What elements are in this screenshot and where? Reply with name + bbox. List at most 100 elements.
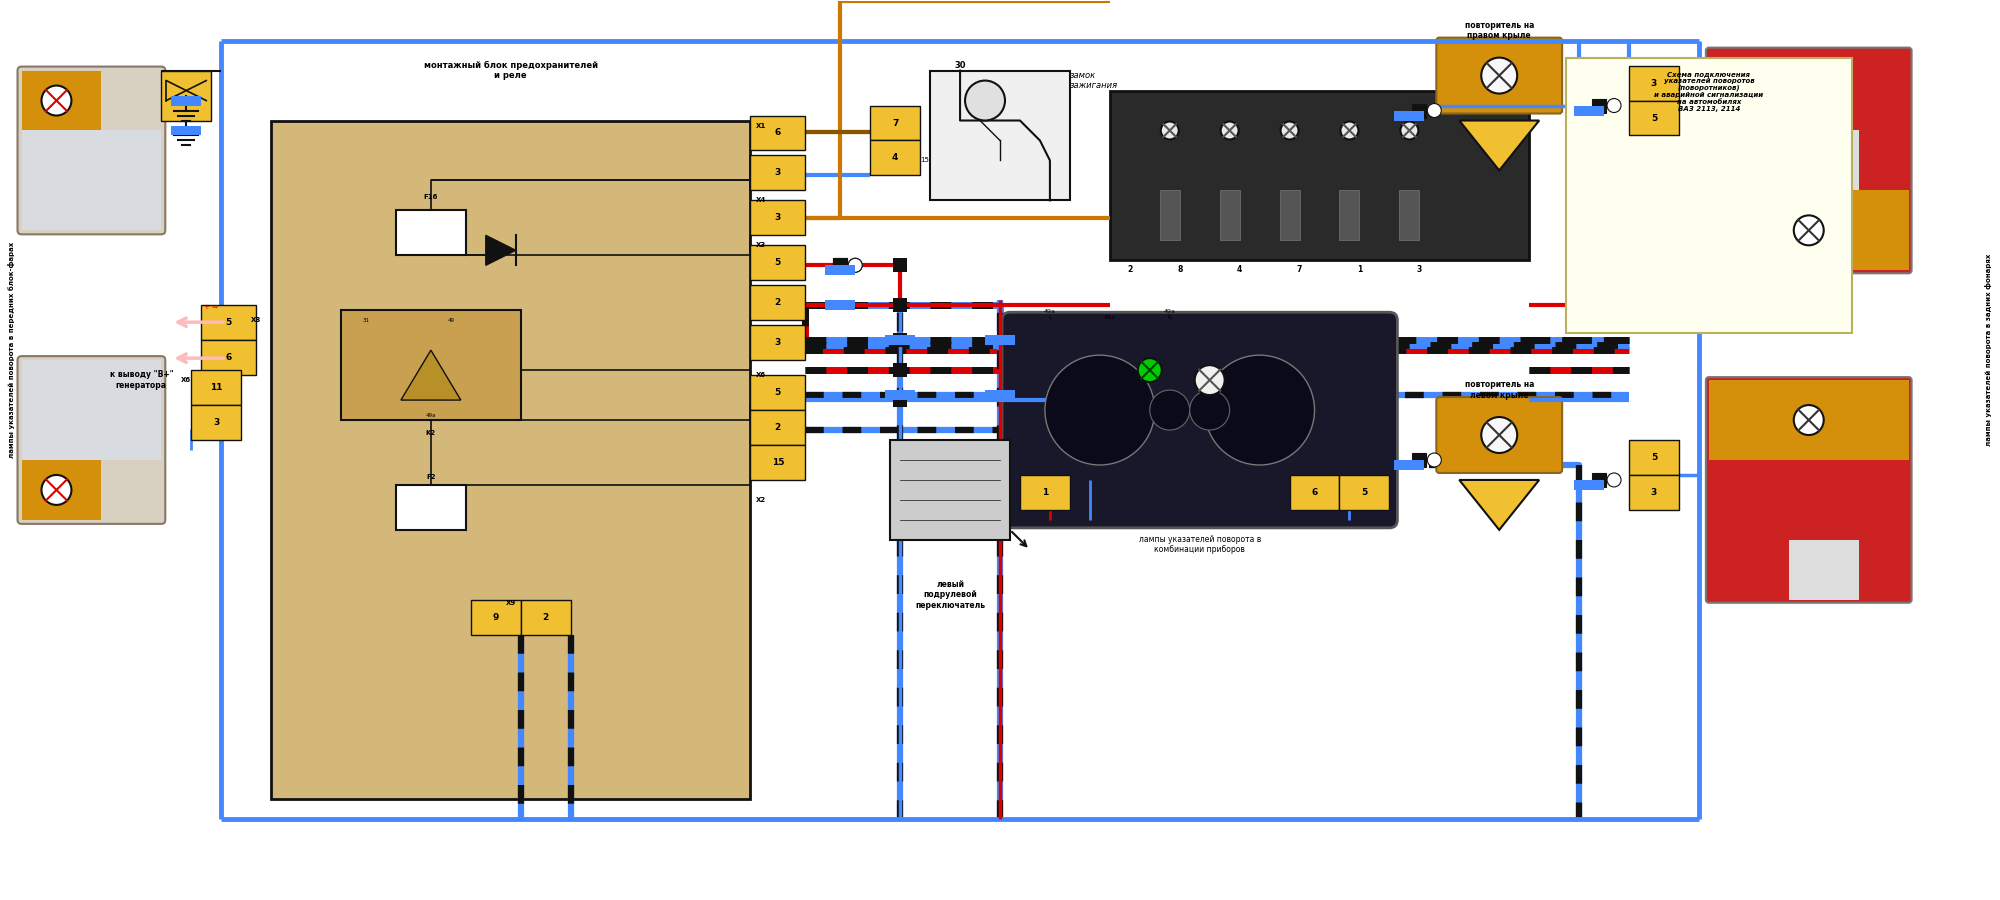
Text: повторитель на
правом крыле: повторитель на правом крыле [1464,21,1534,40]
Bar [396,211,466,256]
Text: X2: X2 [756,497,766,503]
Bar [1220,191,1240,240]
Bar [826,266,856,275]
Bar [750,445,806,480]
Circle shape [42,475,72,505]
Polygon shape [930,70,1070,201]
Bar [750,410,806,445]
Bar [890,440,1010,540]
Bar [1020,475,1070,510]
Text: 6: 6 [774,129,780,138]
Bar [22,460,102,520]
Text: X9: X9 [506,599,516,606]
Bar [750,325,806,360]
Bar [342,310,520,420]
Text: 3: 3 [774,213,780,222]
Text: 2: 2 [1128,266,1132,274]
Polygon shape [1460,480,1540,530]
Text: повторитель на
левом крыле: повторитель на левом крыле [1464,380,1534,400]
Bar [1394,111,1424,121]
Text: 15: 15 [920,158,928,164]
Text: 7: 7 [1296,266,1302,274]
Bar [1630,66,1678,101]
Bar [272,121,750,799]
FancyBboxPatch shape [1436,397,1562,473]
Bar [834,258,848,273]
Text: 9: 9 [492,613,498,622]
Circle shape [1482,58,1518,94]
Circle shape [1220,122,1238,140]
Bar [1160,191,1180,240]
Text: 1: 1 [1042,488,1048,497]
Circle shape [1194,365,1224,395]
Circle shape [966,81,1004,121]
Bar [750,156,806,191]
Bar [750,375,806,410]
Bar [1592,98,1606,112]
Text: замок
зажигания: замок зажигания [1070,71,1118,90]
Text: лампы указателей поворота в
комбинации приборов: лампы указателей поворота в комбинации п… [1138,535,1260,554]
Text: 3: 3 [1416,266,1422,274]
Bar [1574,480,1604,490]
Text: 15: 15 [772,458,784,467]
Circle shape [1280,122,1298,140]
Text: X1: X1 [756,122,766,129]
Bar [870,140,920,176]
Bar [1708,191,1908,270]
Bar [22,70,102,130]
Bar [1630,101,1678,136]
FancyBboxPatch shape [1002,312,1398,528]
Circle shape [1340,122,1358,140]
Text: 4: 4 [1238,266,1242,274]
Bar [1340,191,1360,240]
Text: 49a: 49a [426,412,436,418]
Bar [1574,105,1604,115]
FancyBboxPatch shape [1436,38,1562,113]
Text: 5: 5 [774,388,780,397]
Bar [22,360,162,460]
Circle shape [42,86,72,115]
Bar [1630,440,1678,475]
Bar [886,390,916,400]
Bar [1788,130,1858,191]
Circle shape [1204,356,1314,465]
Bar [894,363,908,377]
Circle shape [848,258,862,273]
FancyBboxPatch shape [1706,48,1912,274]
Circle shape [1482,417,1518,453]
Bar [750,115,806,150]
Bar [750,201,806,235]
Circle shape [1794,405,1824,435]
Bar [172,95,202,105]
Bar [894,393,908,407]
Bar [1290,475,1340,510]
Bar [894,333,908,347]
Text: 49a
L: 49a L [1044,310,1056,320]
Text: K2: K2 [426,430,436,436]
Bar [750,246,806,280]
Circle shape [1428,104,1442,118]
Bar [202,305,256,340]
Circle shape [1150,390,1190,430]
Text: 1: 1 [1356,266,1362,274]
Bar [1788,540,1858,599]
Text: X8: X8 [250,317,262,323]
Text: 5: 5 [226,319,232,328]
Text: 3: 3 [1650,78,1658,87]
Bar [986,335,1014,346]
Circle shape [848,258,862,273]
Text: монтажный блок предохранителей
и реле: монтажный блок предохранителей и реле [424,60,598,80]
Text: к выводу "В+"
генератора: к выводу "В+" генератора [110,370,174,390]
Bar [192,405,242,440]
Bar [1708,380,1908,460]
Circle shape [1160,122,1178,140]
Text: 6: 6 [226,353,232,362]
Bar [826,301,856,310]
Text: лампы указателей поворота в задних фонарях: лампы указателей поворота в задних фонар… [1984,254,1992,446]
Text: 3: 3 [1650,488,1658,497]
Circle shape [1044,356,1154,465]
Text: 31: 31 [362,318,370,323]
Circle shape [1794,215,1824,246]
Text: 7: 7 [892,119,898,128]
Bar [520,599,570,634]
